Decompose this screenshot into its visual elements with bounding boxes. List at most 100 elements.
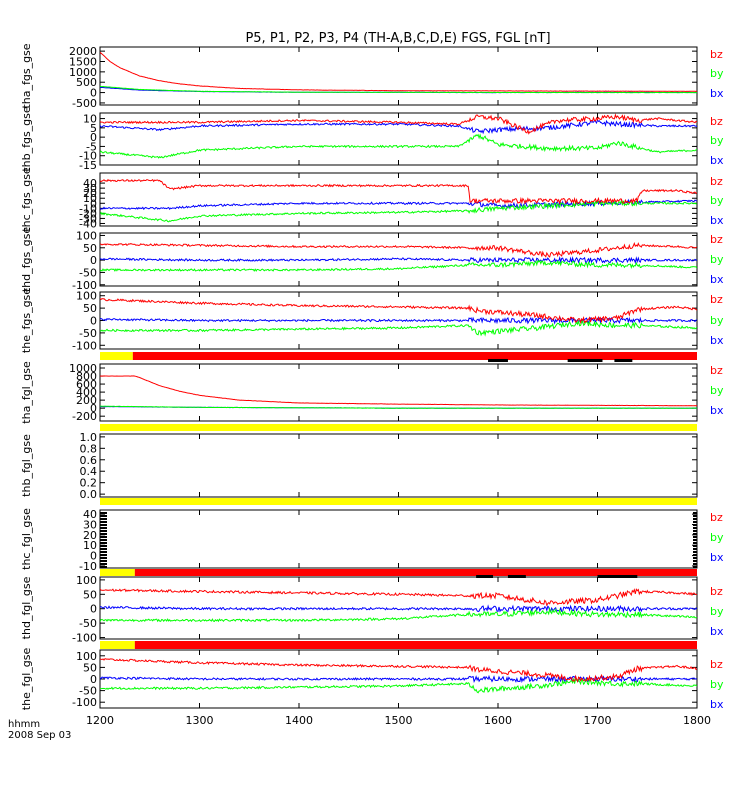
panel-frame [99,112,698,166]
x-tick-label: 1700 [584,714,612,727]
legend-by: by [710,384,724,397]
y-axis-label: tha_fgl_gse [20,361,33,424]
series-bz [100,113,697,135]
mode-bar-yellow [100,352,133,360]
y-tick-label: 0 [90,402,97,415]
legend-by: by [710,605,724,618]
y-tick-label: -100 [72,632,97,645]
mode-bar-black-mark [567,359,603,362]
legend-bz: bz [710,364,723,377]
legend-by: by [710,314,724,327]
legend-bz: bz [710,658,723,671]
y-tick-label: 400 [76,386,97,399]
y-tick-label: -15 [79,159,97,172]
mode-bar-red [132,352,697,360]
y-tick-label: 10 [83,539,97,552]
legend-bz: bz [710,585,723,598]
y-tick-label: -40 [79,217,97,230]
panel-frame [99,363,698,422]
mode-bar-red [134,641,697,649]
legend-by: by [710,67,724,80]
y-tick-label: 0 [90,131,97,144]
x-tick-label: 1800 [683,714,711,727]
x-tick-label: 1200 [86,714,114,727]
legend-bz: bz [710,293,723,306]
mode-bar-yellow [100,641,135,649]
series-bz [100,51,697,92]
mode-bar-red [134,569,697,576]
series-bx [100,316,697,325]
mode-bar-black-mark [476,575,494,578]
y-tick-label: 0.4 [80,465,98,478]
mode-bar-black-mark [507,575,526,578]
y-axis-label: thb_fgs_gse [20,106,33,172]
y-tick-label: -50 [79,685,97,698]
y-axis-label: thc_fgs_gse [20,167,33,232]
y-tick-label: 5 [90,122,97,135]
series-bz [100,658,697,683]
y-tick-label: 200 [76,394,97,407]
y-tick-label: 0 [90,673,97,686]
x-tick-label: 1300 [186,714,214,727]
date-label: 2008 Sep 03 [8,730,71,741]
y-tick-label: 1000 [69,362,97,375]
panel-frame [99,509,698,569]
series-bz [100,375,697,407]
panel-frame [99,433,698,498]
y-tick-label: 1500 [69,56,97,69]
y-tick-label: 0 [90,197,97,210]
mode-bar-yellow [100,424,697,431]
y-tick-label: 2000 [69,45,97,58]
legend-bx: bx [710,154,724,167]
panel-thb_fgl_gse: 1.00.80.60.40.20.0 thb_fgl_gse [20,431,698,501]
y-axis-label: thd_fgs_gse [20,227,33,293]
y-tick-label: 30 [83,182,97,195]
legend-bx: bx [710,404,724,417]
y-axis-label: thd_fgl_gse [20,576,33,639]
mode-bar-black-mark [597,575,638,578]
y-tick-label: 20 [83,529,97,542]
y-tick-label: 100 [76,229,97,242]
mode-bar-yellow [100,498,697,505]
mode-bar-black-mark [614,359,633,362]
y-tick-label: 0.6 [80,454,98,467]
x-tick-label: 1600 [484,714,512,727]
y-tick-label: 600 [76,378,97,391]
legend-by: by [710,253,724,266]
legend-bx: bx [710,87,724,100]
series-bx [100,674,697,684]
y-tick-label: 10 [83,113,97,126]
y-tick-label: 0 [90,603,97,616]
time-axis: 1200 1300 1400 1500 1600 1700 1800 [86,714,711,727]
legend-bz: bz [710,115,723,128]
y-tick-label: 0.2 [80,477,98,490]
y-tick-label: 1.0 [80,431,98,444]
legend-bx: bx [710,214,724,227]
y-tick-label: -5 [86,140,97,153]
legend-by: by [710,531,724,544]
legend-bz: bz [710,511,723,524]
series-by [100,85,697,94]
y-tick-label: 50 [83,588,97,601]
y-tick-label: -50 [79,266,97,279]
y-tick-label: 100 [76,574,97,587]
y-tick-label: 0.8 [80,442,98,455]
y-tick-label: -200 [72,410,97,423]
legend-bz: bz [710,175,723,188]
series-by [100,607,697,623]
series-bz [100,242,697,258]
y-tick-label: 1000 [69,66,97,79]
series-bx [100,255,697,265]
mode-bar-black-mark [488,359,508,362]
y-tick-label: -500 [72,97,97,110]
series-bx [100,604,697,614]
y-tick-label: 50 [83,661,97,674]
